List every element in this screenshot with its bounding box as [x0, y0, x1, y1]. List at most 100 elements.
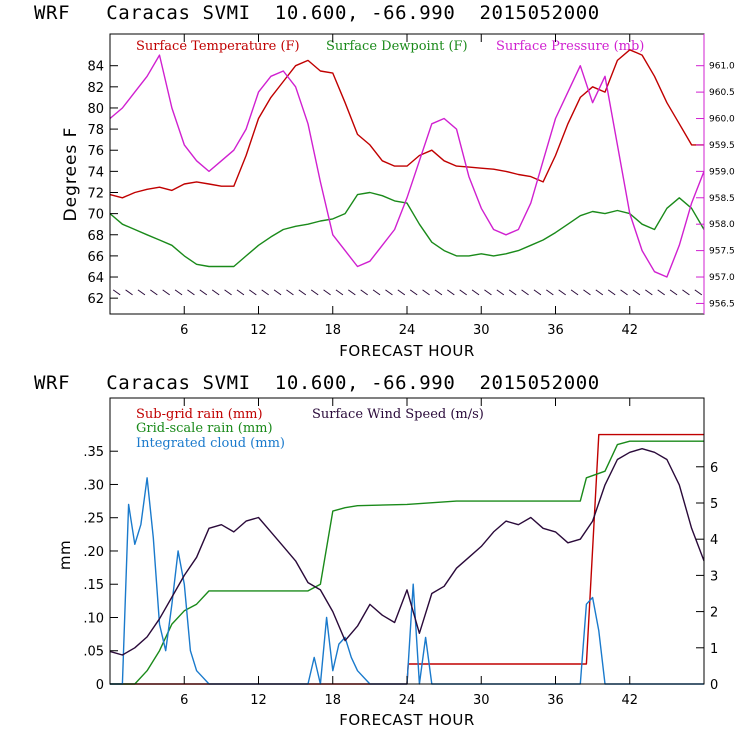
wind-barb [273, 289, 282, 296]
chart1-legend: Surface Temperature (F) Surface Dewpoint… [136, 39, 644, 54]
y2-tick-label: 960.0 [709, 115, 735, 125]
x-tick-label: 18 [324, 693, 341, 708]
chart2-title: WRF Caracas SVMI 10.600, -66.990 2015052… [34, 372, 600, 394]
wind-barbs [112, 289, 703, 296]
y-tick-label: 66 [87, 250, 104, 265]
wind-barb [199, 289, 208, 296]
y-tick-label: .05 [83, 645, 104, 660]
series-subgrid [110, 433, 704, 685]
wind-barb [434, 289, 443, 296]
y2-tick-label: 957.0 [709, 273, 735, 283]
y-tick-label: 72 [87, 186, 104, 201]
chart2-y-axis-label: mm [56, 540, 74, 570]
wind-barb [521, 289, 529, 296]
y-tick-label: 74 [87, 165, 104, 180]
wind-barb [607, 289, 616, 296]
wind-barb [595, 289, 604, 296]
legend-integrated-cloud: Integrated cloud (mm) [136, 436, 285, 451]
y-tick-label: 68 [87, 229, 104, 244]
y2-tick-label: 1 [710, 642, 718, 657]
wind-barb [162, 289, 170, 296]
y2-tick-label: 959.5 [709, 141, 735, 151]
legend-gridscale-rain: Grid-scale rain (mm) [136, 421, 273, 436]
wind-barb [471, 289, 480, 296]
wind-barb [224, 289, 232, 296]
y2-tick-label: 958.0 [709, 220, 735, 230]
wind-barb [508, 289, 517, 296]
y2-tick-label: 0 [710, 678, 718, 693]
wind-barb [298, 289, 307, 296]
y-tick-label: .20 [83, 545, 104, 560]
y-tick-label: .10 [83, 611, 104, 626]
y-tick-label: 76 [87, 144, 104, 159]
meteogram-temperature-chart: Surface Temperature (F) Surface Dewpoint… [61, 33, 735, 360]
y-tick-label: 82 [87, 81, 104, 96]
wind-barb [360, 289, 368, 296]
series-wind [109, 448, 705, 656]
wind-barb [348, 289, 356, 296]
y2-tick-label: 961.0 [709, 62, 735, 72]
legend-surface-wind-speed: Surface Wind Speed (m/s) [312, 407, 484, 422]
wind-barb [583, 289, 591, 296]
y-tick-label: 70 [87, 208, 104, 223]
x-tick-label: 30 [473, 323, 490, 338]
x-tick-label: 18 [324, 323, 341, 338]
wind-barb [620, 289, 628, 296]
y2-tick-label: 4 [710, 533, 718, 548]
wind-barb [459, 289, 467, 296]
legend-surface-temperature: Surface Temperature (F) [136, 39, 300, 54]
chart2-legend: Sub-grid rain (mm) Grid-scale rain (mm) … [136, 407, 484, 451]
x-tick-label: 42 [621, 323, 638, 338]
wind-barb [323, 289, 331, 296]
chart1-x-axis-label: FORECAST HOUR [339, 342, 475, 360]
wind-barb [286, 289, 294, 296]
legend-surface-pressure: Surface Pressure (mb) [496, 39, 644, 54]
chart1-frame [109, 33, 705, 315]
legend-subgrid-rain: Sub-grid rain (mm) [136, 407, 263, 422]
y-tick-label: 84 [87, 60, 104, 75]
wind-barb [570, 289, 579, 296]
y2-tick-label: 2 [710, 606, 718, 621]
y-tick-label: 62 [87, 292, 104, 307]
legend-surface-dewpoint: Surface Dewpoint (F) [326, 39, 468, 54]
x-tick-label: 36 [547, 693, 564, 708]
wind-barb [645, 289, 653, 296]
wind-barb [496, 289, 505, 296]
y2-tick-label: 3 [710, 569, 718, 584]
x-tick-label: 36 [547, 323, 564, 338]
wind-barb [150, 289, 158, 296]
y2-tick-label: 6 [710, 461, 718, 476]
y2-tick-label: 5 [710, 497, 718, 512]
y-tick-label: .25 [83, 512, 104, 527]
wind-barb [694, 289, 703, 296]
wind-barb [310, 289, 319, 296]
x-tick-label: 42 [621, 693, 638, 708]
wind-barb [669, 289, 678, 296]
wind-barb [137, 289, 146, 296]
y-tick-label: .35 [83, 445, 104, 460]
wind-barb [249, 289, 257, 296]
y-tick-label: 80 [87, 102, 104, 117]
wind-barb [657, 289, 665, 296]
wind-barb [187, 289, 195, 296]
chart2-x-axis-label: FORECAST HOUR [339, 711, 475, 729]
x-tick-label: 6 [180, 693, 188, 708]
series-gridscale [110, 440, 704, 685]
meteogram-precipitation-chart: Sub-grid rain (mm) Grid-scale rain (mm) … [56, 397, 718, 729]
wind-barb [409, 289, 418, 296]
wind-barb [125, 289, 133, 296]
series-dewpoint [109, 191, 705, 268]
wind-barb [372, 289, 381, 296]
y-tick-label: 64 [87, 271, 104, 286]
wind-barb [533, 289, 542, 296]
wind-barb [261, 289, 269, 296]
series-cloud [110, 477, 704, 685]
chart1-y-axis-label: Degrees F [61, 127, 81, 222]
wind-barb [682, 289, 690, 296]
wind-barb [484, 289, 492, 296]
wind-barb [397, 289, 406, 296]
x-tick-label: 30 [473, 693, 490, 708]
wind-barb [112, 289, 121, 296]
wind-barb [447, 289, 455, 296]
wind-barb [546, 289, 554, 296]
